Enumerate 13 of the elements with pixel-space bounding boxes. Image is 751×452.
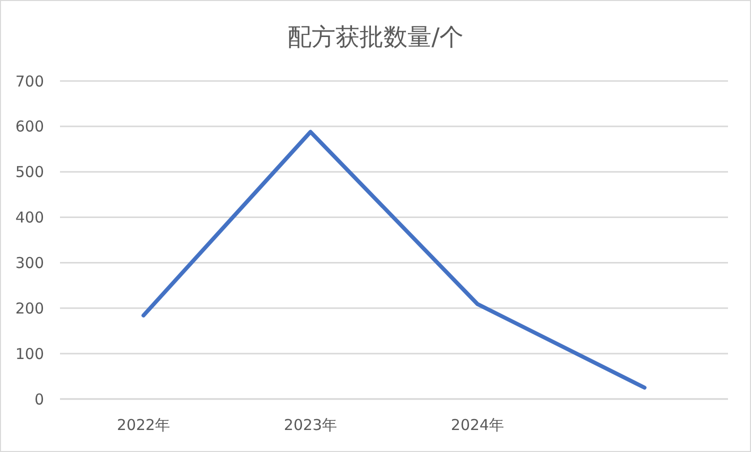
y-tick-label: 0 (34, 390, 44, 408)
y-tick-label: 300 (15, 254, 44, 272)
line-series (142, 130, 646, 390)
x-tick-label: 2022年 (116, 416, 170, 434)
chart-title: 配方获批数量/个 (287, 23, 464, 51)
x-tick-label: 2023年 (284, 416, 338, 434)
y-tick-label: 600 (15, 118, 44, 136)
x-tick-label: 2024年 (450, 416, 504, 434)
y-tick-label: 100 (15, 344, 44, 363)
y-tick-label: 400 (15, 208, 44, 227)
y-tick-label: 700 (15, 72, 44, 90)
y-tick-label: 200 (15, 299, 44, 318)
y-tick-label: 500 (15, 163, 44, 182)
